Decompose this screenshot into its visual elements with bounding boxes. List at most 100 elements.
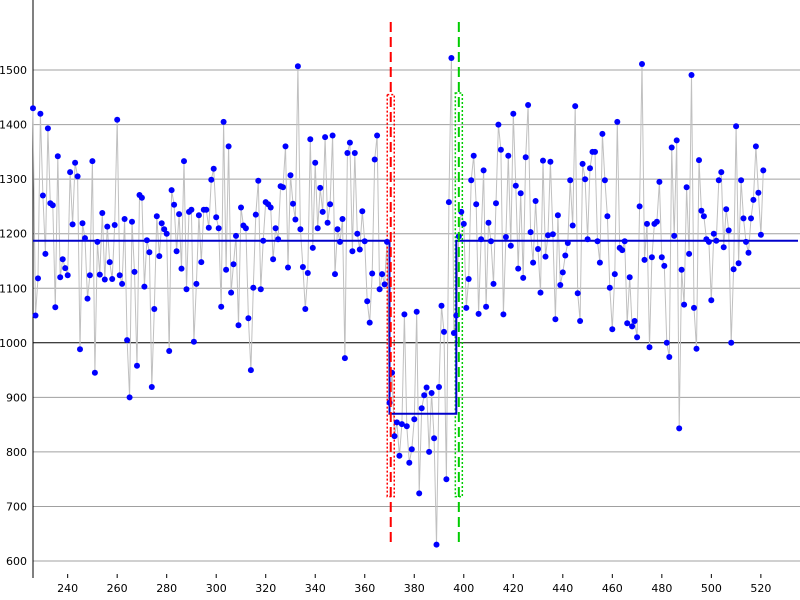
data-point (114, 116, 121, 123)
data-point (406, 459, 413, 466)
data-point (37, 110, 44, 117)
x-tick-label: 400 (453, 582, 474, 595)
data-point (537, 289, 544, 296)
data-point (272, 225, 279, 232)
data-point (171, 201, 178, 208)
data-point (230, 261, 237, 268)
data-point (708, 297, 715, 304)
data-point (334, 226, 341, 233)
y-axis-ticks: 600 700 800 900 1000 1100 1200 1300 1400 1500 (0, 64, 27, 568)
data-point (587, 165, 593, 172)
data-point (596, 259, 603, 266)
data-point (554, 212, 561, 219)
data-point (463, 304, 470, 311)
data-point (648, 254, 655, 261)
data-point (369, 270, 376, 277)
data-point (549, 231, 556, 238)
data-point (77, 346, 83, 353)
data-point (411, 416, 418, 423)
data-point (332, 271, 338, 278)
data-point (153, 213, 160, 220)
data-point (245, 315, 252, 322)
data-point (337, 238, 343, 245)
data-point (718, 169, 725, 176)
data-point (542, 253, 549, 260)
data-point (629, 323, 636, 330)
data-point (743, 238, 749, 245)
data-point (745, 249, 752, 256)
data-point (715, 177, 722, 184)
data-point (339, 216, 346, 222)
data-point (359, 208, 366, 215)
data-point (757, 231, 764, 238)
data-point (203, 206, 210, 213)
data-point (183, 286, 190, 293)
data-point (423, 384, 430, 391)
data-point (44, 125, 51, 132)
data-point (275, 236, 282, 243)
data-point (755, 189, 762, 196)
data-point (547, 158, 554, 165)
data-point (738, 177, 745, 184)
data-point (624, 320, 631, 327)
data-point (497, 146, 504, 153)
data-point (69, 221, 76, 228)
data-point (195, 212, 202, 219)
data-point (495, 121, 502, 128)
data-point (530, 259, 537, 266)
data-point (190, 338, 197, 345)
data-point (644, 220, 650, 227)
data-point (121, 216, 128, 222)
y-tick-label: 900 (6, 391, 27, 404)
data-point (505, 152, 512, 159)
data-point (168, 187, 175, 194)
segment-mean-line (33, 239, 798, 415)
data-point (344, 150, 351, 156)
data-point (522, 154, 529, 161)
data-point (671, 232, 678, 239)
data-point (678, 266, 685, 273)
data-point (527, 229, 534, 236)
data-point (96, 271, 103, 278)
data-point (285, 264, 291, 271)
data-point (656, 178, 663, 185)
x-tick-label: 280 (156, 582, 177, 595)
data-point (341, 355, 348, 362)
data-point (676, 425, 683, 432)
y-tick-label: 600 (6, 555, 27, 568)
data-point (512, 182, 519, 189)
data-point (559, 269, 566, 276)
y-tick-label: 1300 (0, 173, 27, 186)
data-point (235, 322, 242, 329)
data-point (653, 218, 660, 225)
data-point (178, 265, 185, 272)
data-point (735, 260, 742, 267)
data-point (609, 326, 616, 333)
data-point (567, 177, 574, 184)
data-point (156, 253, 163, 260)
data-point (361, 238, 368, 245)
data-point (500, 311, 507, 318)
data-point (720, 244, 727, 251)
data-point (750, 196, 757, 203)
data-point (223, 266, 230, 273)
data-point (668, 144, 675, 151)
data-point (141, 283, 148, 290)
data-point (696, 157, 702, 164)
data-point (131, 268, 138, 275)
data-point (468, 177, 475, 184)
data-point (166, 348, 173, 354)
data-point (287, 172, 294, 179)
data-point (198, 259, 205, 266)
data-point (84, 295, 91, 302)
data-point (384, 238, 390, 245)
x-tick-label: 340 (305, 582, 326, 595)
data-point (57, 274, 64, 281)
x-tick-label: 300 (206, 582, 227, 595)
data-point (213, 214, 220, 221)
data-point (740, 215, 747, 222)
x-tick-label: 260 (107, 582, 128, 595)
data-point (693, 345, 700, 352)
data-point (62, 265, 69, 272)
data-point (247, 367, 254, 374)
